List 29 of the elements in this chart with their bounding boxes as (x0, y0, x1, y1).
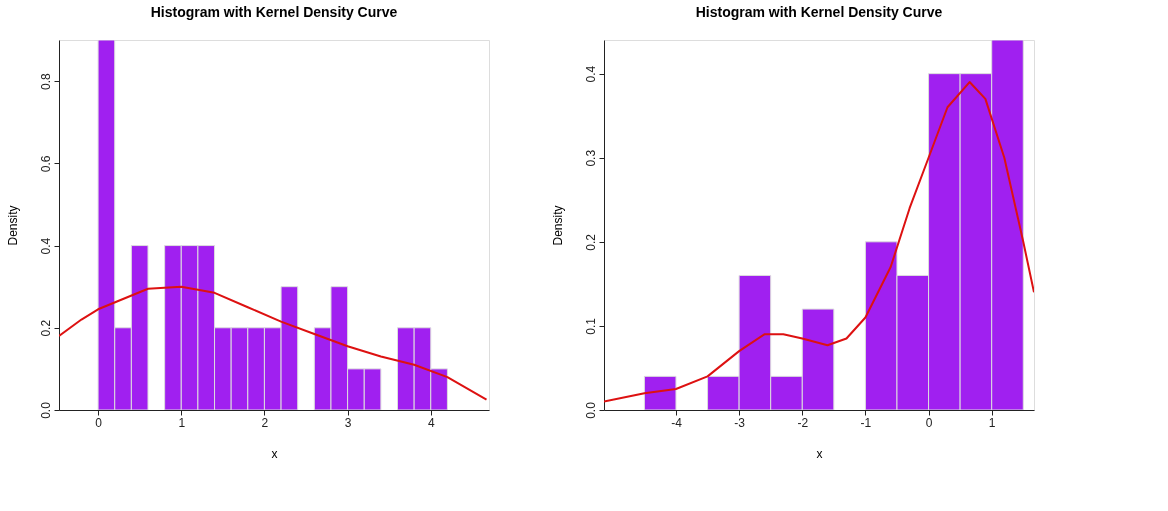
x-tick-label: 1 (178, 415, 186, 430)
y-axis-title: Density (5, 205, 20, 246)
x-tick-label: 0 (925, 415, 933, 430)
chart-title: Histogram with Kernel Density Curve (150, 4, 398, 20)
x-axis-title: x (271, 446, 278, 461)
x-tick-label: 2 (261, 415, 269, 430)
y-tick-label: 0.0 (38, 401, 53, 419)
x-tick-label: -3 (734, 415, 746, 430)
y-tick-label: 0.4 (38, 237, 53, 255)
x-tick-label: -1 (860, 415, 872, 430)
y-tick-label: 0.3 (583, 149, 598, 167)
y-tick-label: 0.8 (38, 72, 53, 90)
y-axis-title: Density (550, 205, 565, 246)
x-axis-title: x (816, 446, 823, 461)
y-tick-label: 0.0 (583, 401, 598, 419)
y-tick-label: 0.4 (583, 65, 598, 83)
y-tick-label: 0.2 (38, 319, 53, 337)
line-series (604, 81, 1034, 403)
x-tick-label: 0 (95, 415, 103, 430)
x-tick-label: -4 (671, 415, 683, 430)
y-tick-label: 0.1 (583, 317, 598, 335)
x-tick-label: 1 (988, 415, 996, 430)
chart-title: Histogram with Kernel Density Curve (695, 4, 943, 20)
line-series (59, 285, 488, 401)
x-tick-label: 3 (344, 415, 352, 430)
x-tick-label: -2 (797, 415, 809, 430)
y-tick-label: 0.6 (38, 155, 53, 173)
y-tick-label: 0.2 (583, 233, 598, 251)
x-tick-label: 4 (427, 415, 435, 430)
